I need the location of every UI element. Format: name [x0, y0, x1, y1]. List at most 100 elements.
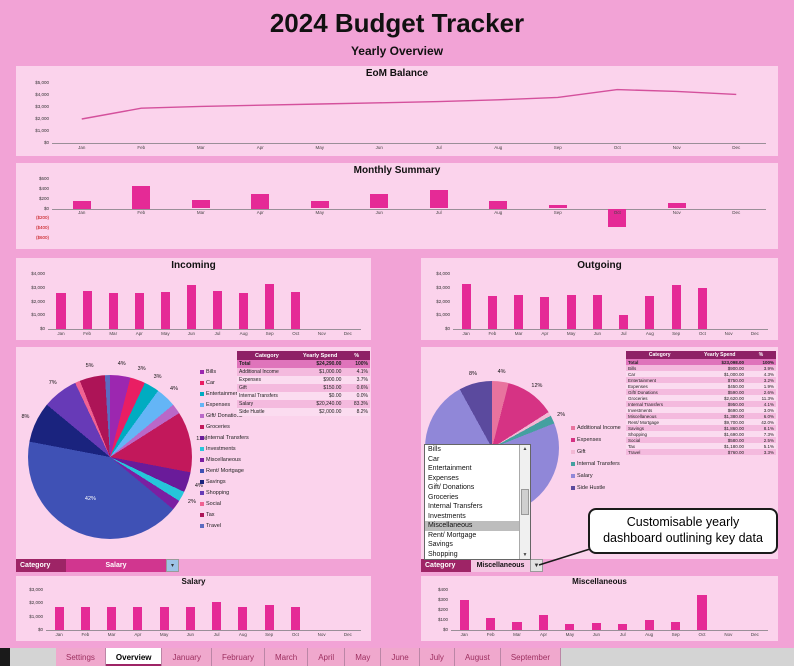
- sheet-tabs: Settings Overview January February March Apri…: [56, 648, 561, 666]
- y-axis-tick: $2,000: [35, 115, 49, 121]
- table-row: Internal Transfers $0.00 0.0%: [239, 393, 368, 399]
- x-axis-line: [453, 329, 768, 330]
- dropdown-option[interactable]: Entertainment: [428, 465, 472, 472]
- monthly-summary-chart: $600 $400 $200 $0 ($200) ($400) ($600) Jan Feb Ma…: [22, 176, 770, 247]
- sheet-tab-march[interactable]: March: [264, 648, 309, 666]
- sheet-tab-july[interactable]: July: [419, 648, 455, 666]
- legend-item: Internal Transfers: [571, 461, 621, 467]
- misc-category-selector[interactable]: Category Miscellaneous ▼: [421, 559, 543, 572]
- bar: [487, 296, 497, 329]
- legend-label: Social: [206, 501, 221, 507]
- legend-label: Expenses: [206, 402, 231, 408]
- y-axis-tick: $600: [38, 175, 49, 181]
- bar: [72, 201, 91, 209]
- legend-bullet: [200, 425, 204, 429]
- y-axis-tick: ($400): [35, 224, 49, 230]
- plot: [46, 590, 361, 631]
- salary-title: Salary: [181, 577, 206, 586]
- y-axis-tick: $1,000: [31, 312, 45, 317]
- income-summary-table: Category Yearly Spend% Total $24,290.00 100%…: [237, 351, 370, 416]
- sheet-tab-overview[interactable]: Overview: [105, 648, 163, 666]
- y-axis-tick: $200: [38, 195, 49, 201]
- y-axis-tick: $3,000: [31, 284, 45, 290]
- dropdown-arrow-icon[interactable]: ▾: [166, 559, 179, 572]
- legend-bullet: [200, 447, 204, 451]
- dropdown-option[interactable]: Groceries: [428, 493, 459, 501]
- sheet-tab-settings[interactable]: Settings: [56, 648, 106, 666]
- legend-label: Miscellaneous: [206, 457, 241, 463]
- dropdown-option[interactable]: Expenses: [428, 474, 459, 482]
- legend-label: Bills: [206, 369, 217, 375]
- legend-label: Internal Transfers: [577, 461, 620, 467]
- y-axis-tick: $300: [437, 596, 448, 602]
- y-axis-tick: $0: [43, 139, 49, 145]
- dropdown-option[interactable]: Bills: [428, 446, 441, 453]
- sheet-tab-february[interactable]: February: [211, 648, 265, 666]
- y-axis-tick: $200: [437, 606, 448, 612]
- incoming-chart: $4,000 $3,000 $2,000 $1,000 $0 Jan Feb Mar Apr Ma…: [20, 271, 365, 338]
- pie-slice-label: 5%: [85, 362, 94, 369]
- dropdown-option[interactable]: Miscellaneous: [425, 521, 519, 531]
- legend-item: Gift/ Donations: [200, 413, 249, 419]
- sheet-tab-august[interactable]: August: [454, 648, 501, 666]
- dropdown-option[interactable]: Savings: [428, 541, 453, 548]
- legend-bullet: [200, 381, 204, 385]
- bar: [291, 291, 301, 329]
- dropdown-option[interactable]: Car: [428, 455, 440, 463]
- salary-panel: Salary $3,000 $2,000 $1,000 $0 Jan Feb Mar Apr M…: [16, 576, 371, 641]
- pie-slice-label: 12%: [531, 383, 543, 390]
- y-axis-tick: $2,000: [29, 600, 43, 606]
- bar: [670, 622, 681, 630]
- legend-item: Additional Income: [571, 425, 621, 431]
- bar: [238, 607, 248, 630]
- bar: [54, 607, 64, 630]
- dropdown-option[interactable]: Internal Transfers: [428, 503, 483, 510]
- pie-slice-label: 7%: [48, 380, 57, 387]
- sheet-tab-april[interactable]: April: [308, 648, 346, 666]
- legend-label: Expenses: [577, 437, 602, 443]
- legend-item: Entertainment: [200, 391, 249, 397]
- salary-category-selector[interactable]: Category Salary ▾: [16, 559, 179, 572]
- y-axis-tick: $0: [43, 205, 49, 211]
- expense-pie-chart: 4%3%3%4%12%4%2%42%8%7%5%: [21, 361, 207, 539]
- legend-item: Groceries: [200, 424, 249, 430]
- pie-slice-label: 8%: [469, 371, 477, 378]
- dropdown-arrow-icon[interactable]: ▼: [530, 559, 543, 572]
- y-axis-tick: ($200): [35, 215, 49, 221]
- salary-category-value[interactable]: Salary: [66, 559, 166, 572]
- legend-item: Shopping: [200, 490, 249, 496]
- dropdown-option[interactable]: Rent/ Mortgage: [428, 531, 477, 539]
- bar: [370, 194, 389, 209]
- sheet-tab-may[interactable]: May: [345, 648, 382, 666]
- bar: [212, 290, 223, 329]
- legend-item: Bills: [200, 369, 249, 375]
- bar: [566, 294, 576, 329]
- y-axis-tick: $0: [39, 325, 45, 331]
- bar: [512, 622, 522, 630]
- scroll-up-icon[interactable]: ▲: [522, 446, 528, 452]
- plot: [451, 590, 768, 631]
- dropdown-option[interactable]: Shopping: [428, 550, 458, 558]
- expense-breakdown-panel: 4%3%3%4%12%4%2%42%8%7%5% BillsCarEnterta…: [16, 347, 371, 559]
- scroll-down-icon[interactable]: ▼: [522, 552, 528, 558]
- legend-bullet: [200, 480, 204, 484]
- misc-category-value[interactable]: Miscellaneous: [471, 559, 530, 572]
- sheet-tab-january[interactable]: January: [162, 648, 212, 666]
- y-axis-tick: $3,000: [436, 284, 450, 290]
- x-axis-labels: Jan Feb Mar Apr May Jun Jul Aug Sep Oct Nov Dec: [78, 145, 741, 150]
- dropdown-option[interactable]: Investments: [428, 512, 466, 520]
- sheet-tab-june[interactable]: June: [381, 648, 420, 666]
- legend-item: Expenses: [200, 402, 249, 408]
- scroll-thumb[interactable]: [521, 489, 529, 515]
- dropdown-scrollbar[interactable]: ▲ ▼: [519, 445, 530, 559]
- bar: [697, 595, 707, 630]
- dropdown-option[interactable]: Gift/ Donations: [428, 484, 475, 491]
- pie-slice-label: 2%: [187, 499, 196, 506]
- legend-bullet: [200, 524, 204, 528]
- bar: [486, 618, 496, 630]
- sheet-tab-september[interactable]: September: [500, 648, 561, 666]
- legend-bullet: [200, 403, 204, 407]
- x-axis-line: [451, 630, 768, 631]
- legend-item: Miscellaneous: [200, 457, 249, 463]
- sheet-tab-bar: Settings Overview January February March Apri…: [0, 648, 794, 666]
